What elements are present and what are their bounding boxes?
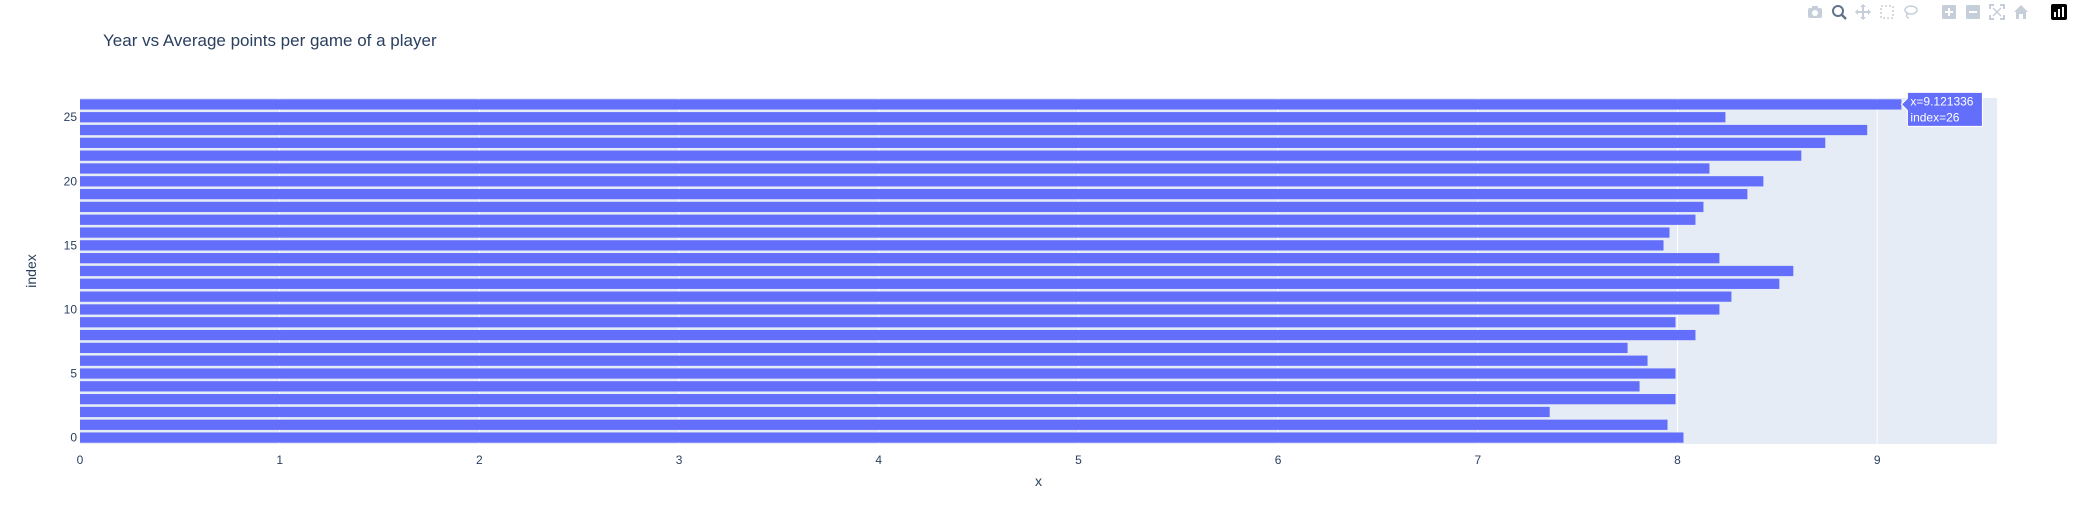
zoom-icon [1832,5,1847,20]
bars [80,99,1902,443]
x-tick-label: 1 [276,453,283,467]
bar[interactable] [80,201,1704,213]
x-tick-label: 6 [1275,453,1282,467]
modebar [1801,2,2069,22]
bar[interactable] [80,112,1726,123]
pan-icon [1855,4,1871,20]
x-tick-label: 2 [476,453,483,467]
autoscale-icon [1989,4,2005,20]
zoom-in-icon [1942,5,1956,19]
bar[interactable] [80,342,1628,354]
autoscale-button[interactable] [1987,2,2007,22]
bar[interactable] [80,176,1764,187]
zoom-out-icon [1966,5,1980,19]
pan-button[interactable] [1853,2,1873,22]
x-tick-label: 0 [77,453,84,467]
bar[interactable] [80,368,1676,379]
bar[interactable] [80,329,1696,341]
x-axis-title: x [1035,473,1042,489]
bar[interactable] [80,214,1696,225]
camera-button[interactable] [1805,2,1825,22]
y-tick-label: 0 [70,431,77,445]
camera-icon [1808,6,1822,18]
hover-index-value: index=26 [1910,110,1959,124]
x-tick-label: 5 [1075,453,1082,467]
bar[interactable] [80,394,1676,405]
bar[interactable] [80,381,1640,392]
reset-axes-button[interactable] [2011,2,2031,22]
bar[interactable] [80,304,1720,315]
chart-title: Year vs Average points per game of a pla… [103,31,437,50]
bar[interactable] [80,432,1684,443]
x-tick-labels: 0 1 2 3 4 5 6 7 8 9 [77,453,1881,467]
y-tick-label: 10 [64,302,78,316]
box-select-icon [1880,5,1894,19]
bar[interactable] [80,406,1550,418]
bar[interactable] [80,99,1902,110]
bar[interactable] [80,227,1670,238]
x-tick-label: 7 [1474,453,1481,467]
hover-box [1900,91,1983,127]
bar[interactable] [80,291,1732,302]
bar[interactable] [80,419,1668,430]
bar[interactable] [80,265,1794,277]
plotly-logo-button[interactable] [2049,2,2069,22]
x-tick-label: 4 [875,453,882,467]
hover-x-value: x=9.121336 [1910,94,1973,108]
y-tick-label: 25 [64,110,78,124]
bar[interactable] [80,163,1710,174]
bar[interactable] [80,150,1802,161]
bar[interactable] [80,124,1868,136]
bar[interactable] [80,137,1826,148]
y-tick-label: 5 [70,367,77,381]
y-axis-title: index [23,254,39,287]
x-tick-label: 9 [1874,453,1881,467]
bar[interactable] [80,188,1748,200]
zoom-in-button[interactable] [1939,2,1959,22]
bar[interactable] [80,355,1648,366]
y-tick-label: 20 [64,174,78,188]
y-tick-labels: 0 5 10 15 20 25 [64,110,78,444]
bar[interactable] [80,240,1664,251]
reset-axes-icon [2014,5,2028,19]
lasso-select-button[interactable] [1901,2,1921,22]
plotly-logo-icon [2051,4,2067,20]
lasso-select-icon [1904,5,1918,19]
bar[interactable] [80,253,1720,264]
box-select-button[interactable] [1877,2,1897,22]
zoom-button[interactable] [1829,2,1849,22]
y-tick-label: 15 [64,238,78,252]
bar[interactable] [80,278,1780,289]
bar[interactable] [80,317,1676,328]
zoom-out-button[interactable] [1963,2,1983,22]
hover-tooltip: x=9.121336 index=26 [1900,91,1983,127]
x-tick-label: 8 [1674,453,1681,467]
x-tick-label: 3 [676,453,683,467]
